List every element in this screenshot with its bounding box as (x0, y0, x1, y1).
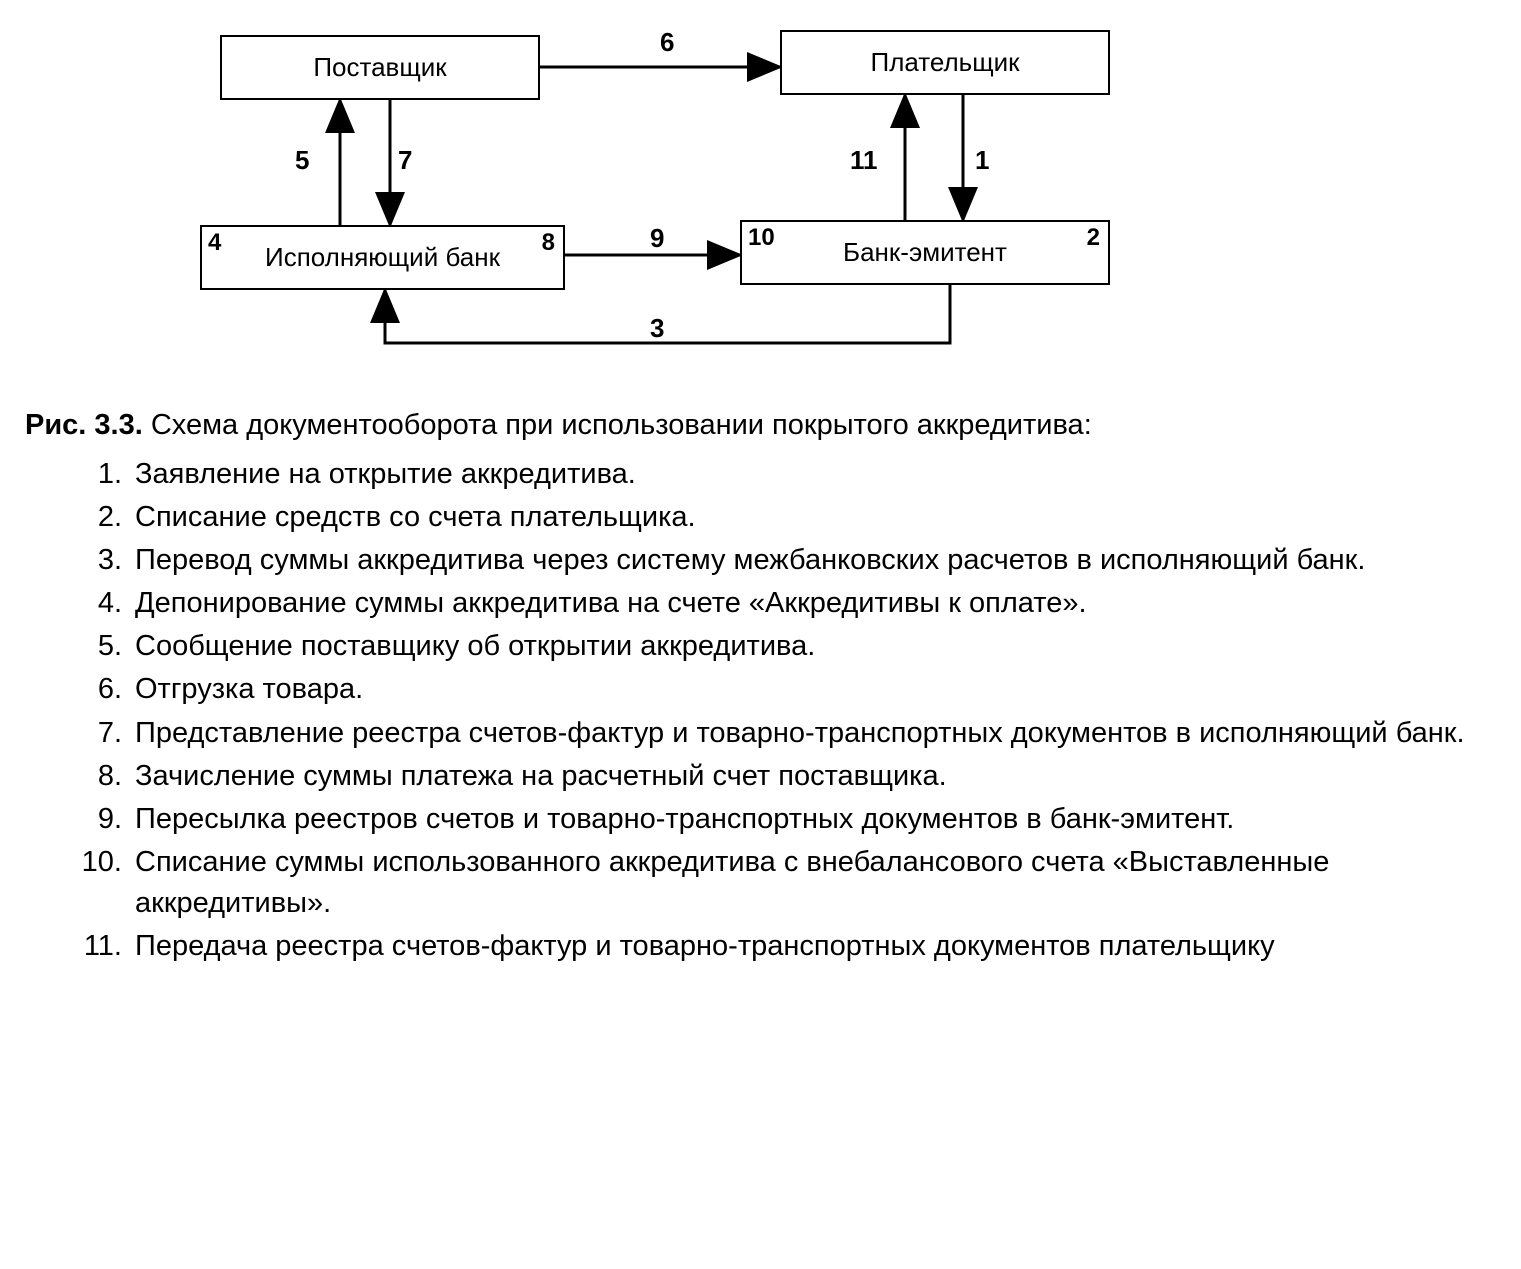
legend-item: 5. Сообщение поставщику об открытии аккре… (80, 626, 1505, 667)
edge-label-e11: 11 (850, 145, 878, 176)
legend-item: 9. Пересылка реестров счетов и товарно-тр… (80, 799, 1505, 840)
edge-label-e7: 7 (398, 145, 412, 176)
legend-item-text: Отгрузка товара. (135, 673, 363, 705)
corner-label: 8 (542, 229, 555, 257)
legend-item: 7. Представление реестра счетов-фактур и … (80, 713, 1505, 754)
legend-item-number: 3. (80, 540, 122, 581)
legend-item-number: 10. (80, 842, 122, 883)
legend-item: 1. Заявление на открытие аккредитива. (80, 454, 1505, 495)
node-supplier: Поставщик (220, 35, 540, 100)
edge-label-e3: 3 (650, 313, 664, 344)
legend-item-number: 2. (80, 497, 122, 538)
legend-item-number: 8. (80, 756, 122, 797)
legend-item-number: 7. (80, 713, 122, 754)
figure-caption: Рис. 3.3. Схема документооборота при исп… (25, 405, 1505, 446)
edge-label-e1: 1 (975, 145, 989, 176)
legend-item-text: Депонирование суммы аккредитива на счете… (135, 587, 1087, 619)
edge-label-e6: 6 (660, 27, 674, 58)
legend-item: 10. Списание суммы использованного аккред… (80, 842, 1505, 924)
node-label: Плательщик (871, 47, 1020, 78)
legend-item-number: 6. (80, 669, 122, 710)
legend-list: 1. Заявление на открытие аккредитива. 2. Сп… (80, 454, 1505, 968)
legend-item: 6. Отгрузка товара. (80, 669, 1505, 710)
node-exec_bank: Исполняющий банк 4 8 (200, 225, 565, 290)
corner-label: 2 (1087, 224, 1100, 252)
legend-item-number: 5. (80, 626, 122, 667)
legend-item-number: 1. (80, 454, 122, 495)
legend-item-text: Списание средств со счета плательщика. (135, 501, 696, 533)
legend-item: 11. Передача реестра счетов-фактур и това… (80, 926, 1505, 967)
legend-item: 2. Списание средств со счета плательщика. (80, 497, 1505, 538)
caption-prefix: Рис. 3.3. (25, 409, 143, 441)
node-label: Банк-эмитент (843, 237, 1007, 268)
legend-item-number: 9. (80, 799, 122, 840)
flowchart-diagram: Поставщик Плательщик Исполняющий банк 4 8 Бан… (180, 15, 1280, 385)
legend-item-text: Передача реестра счетов-фактур и товарно… (135, 930, 1275, 962)
legend-item-text: Списание суммы использованного аккредити… (135, 846, 1329, 919)
node-issuer: Банк-эмитент 10 2 (740, 220, 1110, 285)
corner-label: 10 (748, 224, 775, 252)
legend-item-text: Зачисление суммы платежа на расчетный сч… (135, 760, 947, 792)
legend-item-text: Пересылка реестров счетов и товарно-тран… (135, 803, 1234, 835)
legend-item: 4. Депонирование суммы аккредитива на сче… (80, 583, 1505, 624)
legend-item-text: Перевод суммы аккредитива через систему … (135, 544, 1365, 576)
node-label: Исполняющий банк (265, 242, 500, 273)
legend-item: 8. Зачисление суммы платежа на расчетный … (80, 756, 1505, 797)
edge-label-e5: 5 (295, 145, 309, 176)
legend-item-text: Сообщение поставщику об открытии аккреди… (135, 630, 815, 662)
edge-label-e9: 9 (650, 223, 664, 254)
node-payer: Плательщик (780, 30, 1110, 95)
legend-item-number: 4. (80, 583, 122, 624)
node-label: Поставщик (313, 52, 446, 83)
legend-item-text: Представление реестра счетов-фактур и то… (135, 717, 1465, 749)
legend-item-text: Заявление на открытие аккредитива. (135, 458, 636, 490)
legend-item: 3. Перевод суммы аккредитива через систем… (80, 540, 1505, 581)
caption-title-text: Схема документооборота при использовании… (151, 409, 1092, 441)
corner-label: 4 (208, 229, 221, 257)
caption-area: Рис. 3.3. Схема документооборота при исп… (25, 405, 1505, 968)
edge-e3 (385, 285, 950, 343)
legend-item-number: 11. (80, 926, 122, 967)
